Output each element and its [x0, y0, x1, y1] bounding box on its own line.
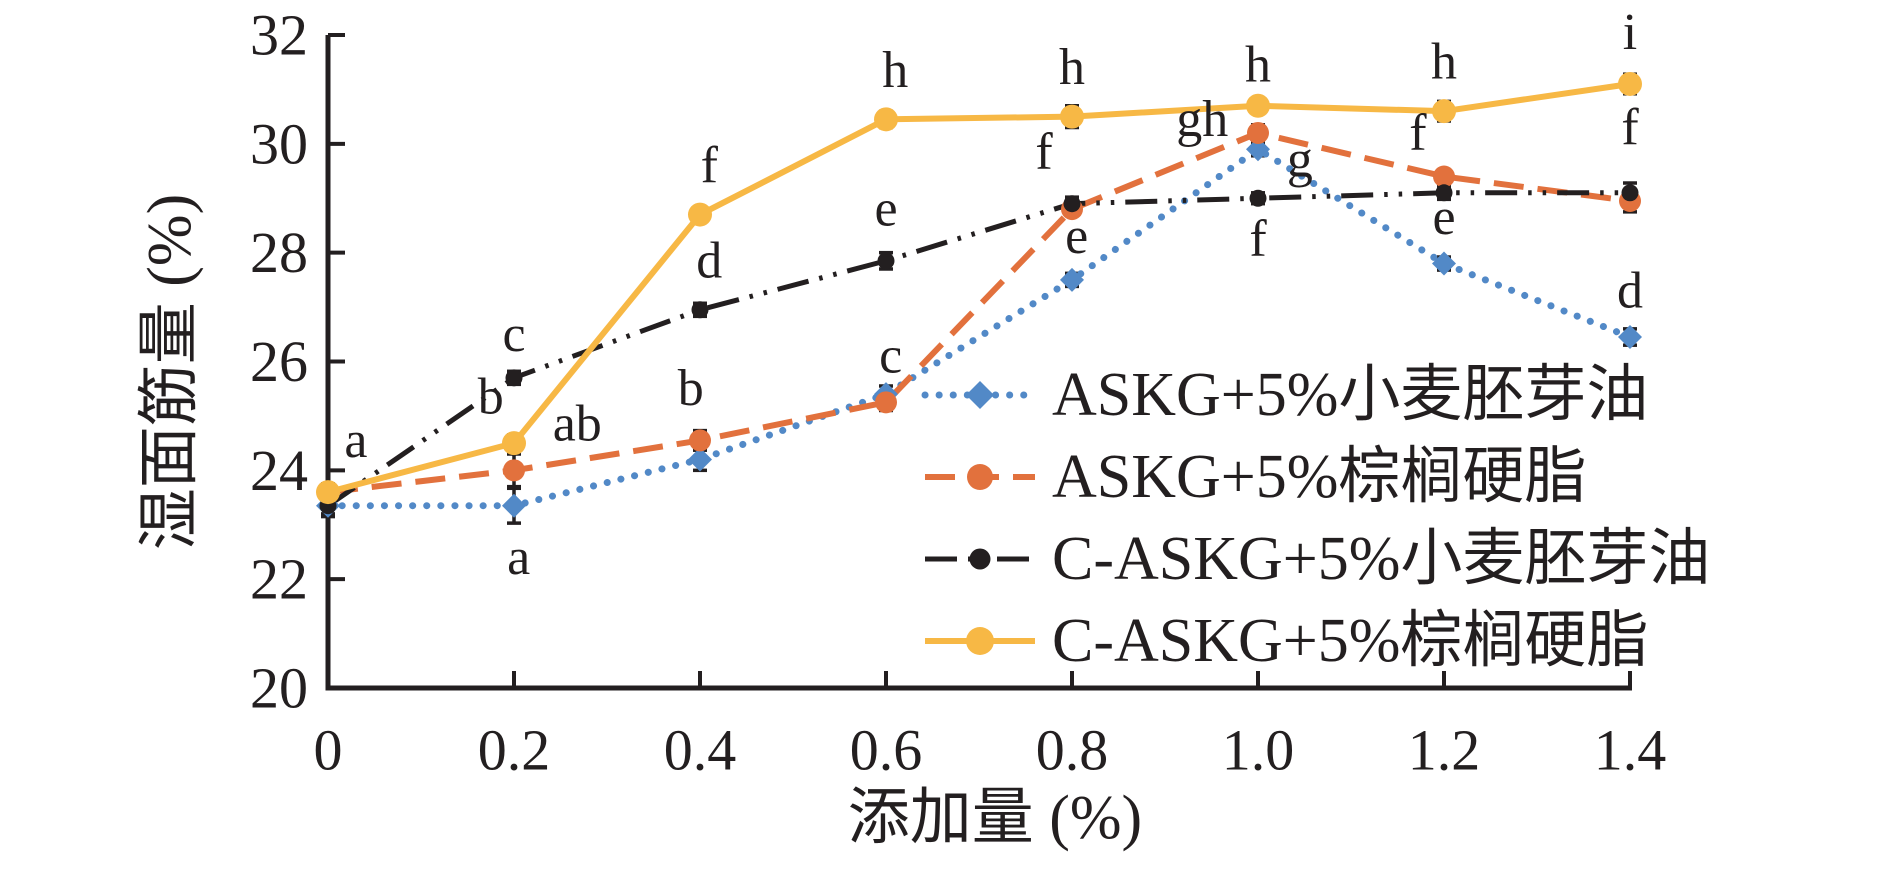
data-point-marker — [1247, 121, 1269, 144]
significance-letter: f — [1409, 104, 1427, 161]
legend-label: ASKG+5%小麦胚芽油 — [1052, 361, 1648, 429]
data-point-marker — [874, 107, 898, 132]
legend-label: C-ASKG+5%小麦胚芽油 — [1052, 525, 1710, 593]
significance-letter: f — [1249, 211, 1267, 268]
significance-letter: i — [1623, 4, 1637, 61]
y-tick-label: 24 — [250, 438, 308, 503]
x-tick-label: 1.0 — [1222, 718, 1295, 783]
significance-letter: d — [696, 232, 722, 289]
significance-letter: e — [1065, 208, 1088, 265]
significance-letter: h — [1431, 34, 1457, 91]
significance-letter: d — [1617, 262, 1643, 319]
legend-marker — [966, 627, 994, 655]
data-point-marker — [688, 447, 712, 472]
data-point-marker — [505, 369, 523, 387]
legend-item-3: C-ASKG+5%棕榈硬脂 — [925, 607, 1648, 675]
x-tick-label: 0.4 — [664, 718, 737, 783]
significance-letter: e — [1432, 189, 1455, 246]
data-point-marker — [316, 480, 340, 505]
data-point-marker — [877, 252, 895, 270]
significance-letter: h — [1059, 39, 1085, 96]
data-point-marker — [1433, 165, 1455, 188]
y-axis-title: 湿面筋量 (%) — [136, 194, 204, 550]
x-tick-label: 1.4 — [1594, 718, 1667, 783]
data-point-marker — [503, 459, 525, 482]
significance-letter: h — [1245, 36, 1271, 93]
x-tick-label: 0.2 — [478, 718, 551, 783]
legend-marker — [967, 464, 993, 490]
data-point-marker — [502, 431, 526, 456]
data-point-marker — [688, 202, 712, 227]
series-markers-2 — [319, 184, 1639, 515]
x-tick-label: 0.8 — [1036, 718, 1109, 783]
y-tick-label: 26 — [250, 329, 308, 394]
legend-label: ASKG+5%棕榈硬脂 — [1052, 443, 1586, 511]
significance-letter: h — [882, 42, 908, 99]
significance-letter: e — [874, 181, 897, 238]
significance-letter: gh — [1176, 91, 1228, 148]
data-point-marker — [1618, 325, 1642, 350]
legend-marker — [969, 548, 991, 570]
legend-item-0: ASKG+5%小麦胚芽油 — [921, 361, 1648, 429]
series-line-1 — [327, 129, 1631, 496]
data-point-marker — [1246, 137, 1270, 162]
data-point-marker — [1432, 99, 1456, 124]
data-point-marker — [1621, 184, 1639, 202]
x-tick-label: 0 — [314, 718, 343, 783]
legend-item-1: ASKG+5%棕榈硬脂 — [925, 443, 1586, 511]
data-point-marker — [1249, 189, 1267, 207]
x-tick-label: 0.6 — [850, 718, 923, 783]
significance-letter: c — [879, 328, 902, 385]
data-point-marker — [1618, 71, 1642, 96]
significance-letter: f — [1035, 123, 1053, 180]
legend-marker — [966, 381, 994, 409]
y-tick-label: 28 — [250, 220, 308, 285]
data-point-marker — [1435, 184, 1453, 202]
data-point-marker — [1246, 93, 1270, 118]
x-tick-label: 1.2 — [1408, 718, 1481, 783]
significance-letter: g — [1287, 132, 1313, 189]
significance-letter: ab — [553, 396, 602, 453]
data-point-marker — [691, 301, 709, 319]
data-point-marker — [502, 493, 526, 518]
data-point-marker — [689, 429, 711, 452]
significance-letter: a — [344, 412, 367, 469]
significance-letter: f — [1621, 99, 1639, 156]
significance-letter: f — [701, 137, 719, 194]
data-point-marker — [875, 391, 897, 414]
significance-letter: c — [502, 306, 525, 363]
legend-item-2: C-ASKG+5%小麦胚芽油 — [925, 525, 1710, 593]
significance-letter: b — [478, 368, 504, 425]
data-point-marker — [1063, 195, 1081, 213]
y-tick-label: 20 — [250, 656, 308, 721]
series-line-3 — [327, 81, 1631, 496]
series-markers-3 — [316, 71, 1642, 505]
data-point-marker — [1060, 267, 1084, 292]
legend-label: C-ASKG+5%棕榈硬脂 — [1052, 607, 1648, 675]
data-point-marker — [1060, 104, 1084, 129]
y-tick-label: 22 — [250, 547, 308, 612]
axis-ticks: 20 22 24 26 28 30 32 0 0.2 0.4 0.6 0.8 1.0 1.2 1.4 — [250, 3, 1666, 783]
y-tick-label: 30 — [250, 111, 308, 176]
legend: ASKG+5%小麦胚芽油 ASKG+5%棕榈硬脂 C-ASKG+5%小麦胚芽油 C-A… — [921, 361, 1710, 675]
significance-letter: b — [678, 360, 704, 417]
y-tick-label: 32 — [250, 3, 308, 68]
x-axis-title: 添加量 (%) — [848, 784, 1142, 852]
data-point-marker — [1432, 251, 1456, 276]
significance-letter: a — [507, 529, 530, 586]
